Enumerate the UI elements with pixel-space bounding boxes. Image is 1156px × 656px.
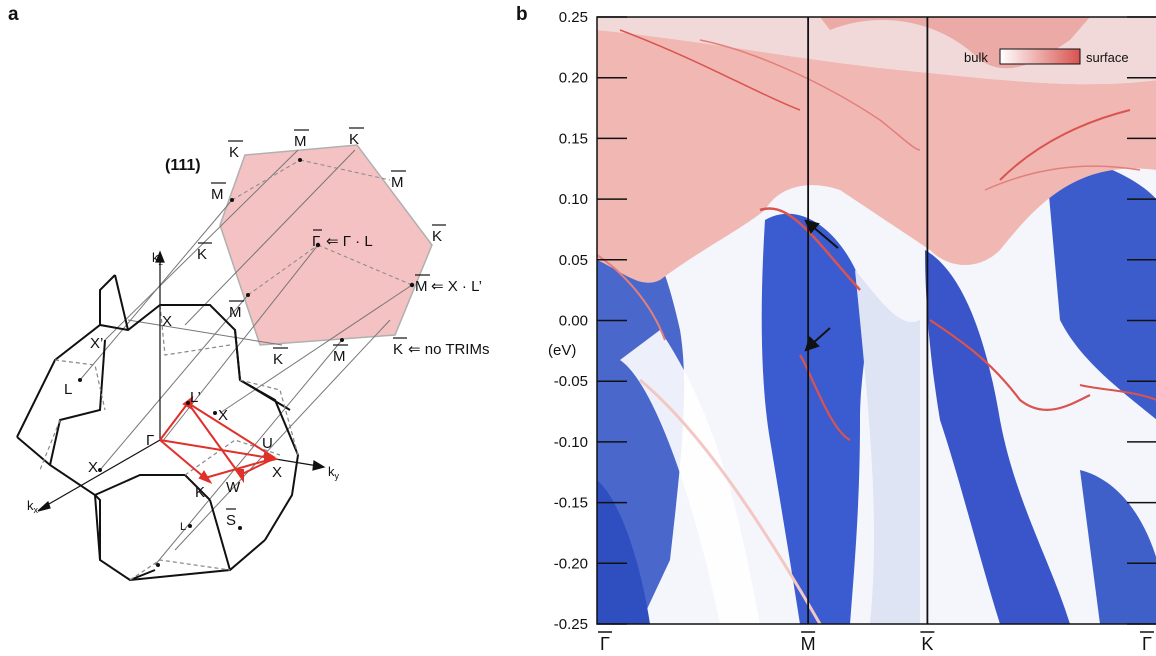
high-symmetry-vertical-lines	[807, 17, 929, 624]
label-l: L	[64, 381, 72, 398]
surface-plane-label: (111)	[165, 157, 201, 174]
label-k-bottom-left: K	[273, 351, 283, 368]
feature-arrows	[804, 219, 839, 352]
x-tick-label: Γ	[1142, 634, 1152, 654]
y-tick-label: -0.15	[554, 495, 588, 512]
x-tick-label: Γ	[600, 634, 610, 654]
label-m-mid-right: M	[415, 278, 428, 295]
arrow-lower	[811, 327, 831, 345]
label-x-mid: X	[218, 407, 228, 424]
x-tick-label: K	[921, 634, 933, 654]
annotation-k-projection: ⇐ no TRIMs	[408, 341, 489, 358]
spectral-heatmap	[597, 17, 1156, 624]
high-symmetry-path	[159, 395, 279, 485]
y-tick-labels: 0.25 0.20 0.15 0.10 0.05 0.00 -0.05 -0.10 -0.15 -…	[554, 9, 588, 633]
arrowhead-lower	[804, 336, 820, 352]
y-tick-label: -0.10	[554, 434, 588, 451]
label-k-right: K	[432, 228, 442, 245]
annotation-m-projection: ⇐ X · L’	[431, 278, 482, 295]
y-tick-label: 0.05	[559, 252, 588, 269]
panel-b-letter: b	[516, 4, 528, 25]
legend-surface-label: surface	[1086, 50, 1129, 65]
y-tick-marks	[597, 16, 1156, 625]
label-u: U	[262, 435, 273, 452]
label-x-right: X	[272, 464, 282, 481]
projection-dashed-lines	[231, 159, 413, 296]
label-gamma: Γ	[146, 432, 154, 449]
label-k-left: K	[197, 246, 207, 263]
label-k-bottom-right: K	[393, 341, 403, 358]
label-s-bar: S	[226, 512, 236, 529]
overbars	[198, 127, 446, 510]
panel-a-letter: a	[8, 4, 19, 25]
label-m-left: M	[211, 186, 224, 203]
symmetry-point-dots	[78, 158, 415, 567]
legend: bulk surface	[964, 48, 1129, 65]
legend-bulk-label: bulk	[964, 50, 988, 65]
label-m-mid-left: M	[229, 304, 242, 321]
label-gamma-bar: Γ	[312, 233, 320, 250]
label-w: W	[226, 479, 241, 496]
y-tick-label: -0.05	[554, 373, 588, 390]
y-axis-label: (eV)	[548, 342, 576, 359]
x-tick-label: M	[801, 634, 816, 654]
label-k-top-right: K	[349, 131, 359, 148]
y-tick-label: 0.25	[559, 9, 588, 26]
arrowhead-upper	[804, 219, 820, 234]
surface-bz-hexagon	[219, 144, 433, 346]
y-tick-label: 0.15	[559, 130, 588, 147]
y-tick-label: 0.10	[559, 191, 588, 208]
brillouin-zone-diagram: (111) K M K M M K K Γ ⇐ Γ · L M M ⇐ X · …	[16, 127, 489, 582]
projection-lines	[79, 149, 413, 566]
label-k-top-left: K	[229, 144, 239, 161]
annotation-gamma-projection: ⇐ Γ · L	[326, 233, 373, 250]
bulk-bz-hidden-edges	[39, 304, 299, 581]
label-k-bulk: K	[195, 484, 205, 501]
y-tick-label: 0.00	[559, 313, 588, 330]
label-l-bottom: L	[180, 521, 186, 533]
label-x-prime: X’	[90, 335, 103, 352]
label-kx: kx	[27, 498, 39, 515]
label-m-bottom: M	[333, 348, 346, 365]
label-l-prime: L’	[190, 389, 201, 406]
label-ky: ky	[328, 464, 340, 481]
label-m-top: M	[294, 133, 307, 150]
label-kz: kz	[152, 250, 164, 267]
y-tick-label: -0.20	[554, 555, 588, 572]
legend-gradient-bar	[999, 48, 1081, 65]
y-tick-label: -0.25	[554, 616, 588, 633]
label-x-top: X	[162, 313, 172, 330]
y-tick-label: 0.20	[559, 70, 588, 87]
label-m-right: M	[391, 174, 404, 191]
label-x-left: X	[88, 459, 98, 476]
arrow-upper	[811, 225, 839, 249]
